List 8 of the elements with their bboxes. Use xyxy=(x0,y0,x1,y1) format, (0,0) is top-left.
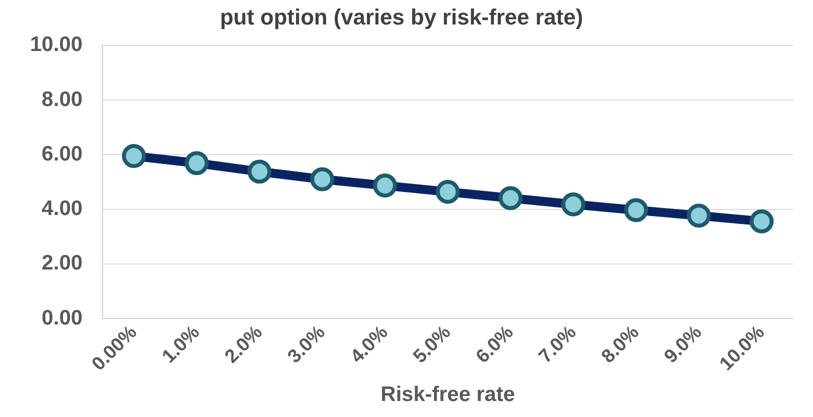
y-tick-label: 2.00 xyxy=(42,252,83,275)
y-tick-label: 8.00 xyxy=(42,88,83,111)
y-tick-label: 0.00 xyxy=(42,306,83,330)
y-tick-label: 10.00 xyxy=(30,33,83,56)
chart-title: put option (varies by risk-free rate) xyxy=(220,4,584,30)
x-axis-title: Risk-free rate xyxy=(380,383,515,406)
y-tick-label: 4.00 xyxy=(42,197,83,220)
y-tick-label: 6.00 xyxy=(42,142,83,166)
